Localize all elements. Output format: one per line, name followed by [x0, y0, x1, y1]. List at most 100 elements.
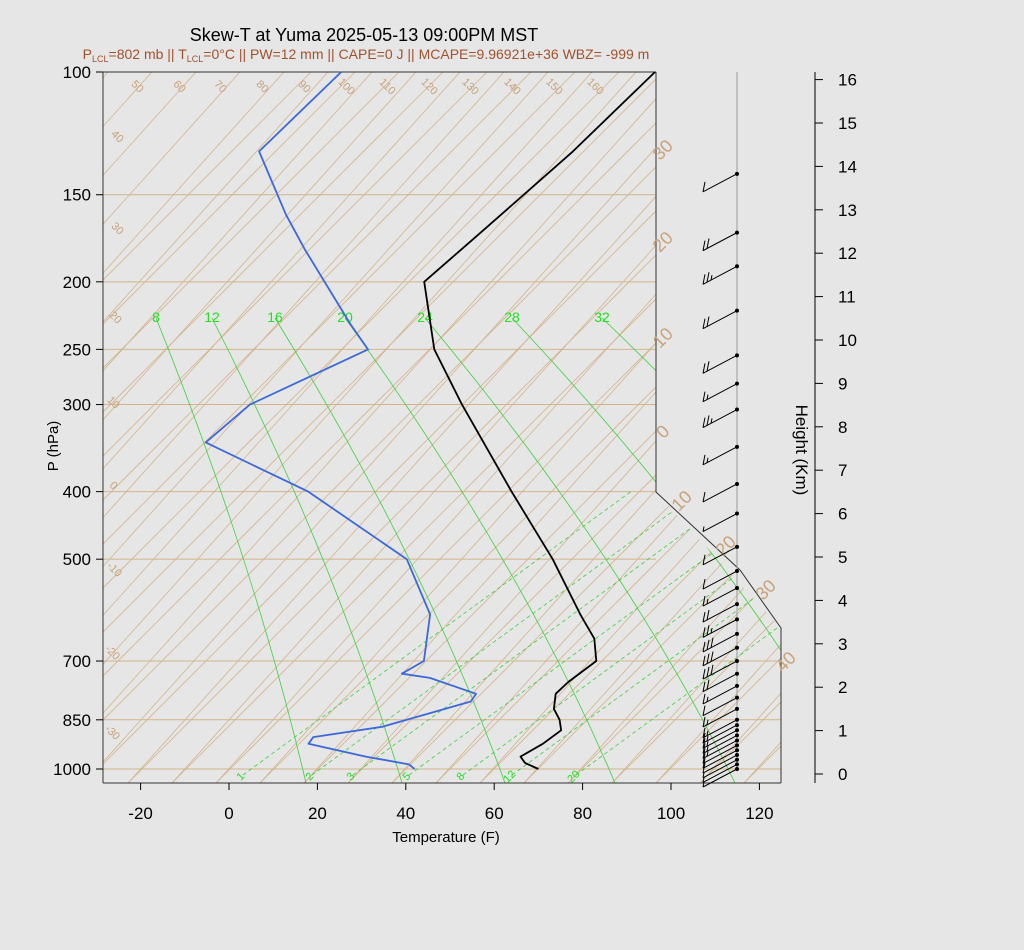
barb-point — [735, 544, 739, 549]
wind-barb-flag — [702, 705, 706, 716]
x-axis-label: Temperature (F) — [392, 829, 500, 846]
wind-barb-flag — [702, 391, 706, 402]
wind-barb-flag — [702, 641, 706, 653]
isotherm-line — [876, 72, 1024, 783]
wind-barb — [702, 754, 738, 774]
wind-barb — [702, 265, 738, 285]
barb-point — [735, 757, 739, 762]
wind-barb-flag — [702, 181, 706, 192]
isotherm-line — [655, 657, 781, 783]
y-tick-label: 400 — [63, 483, 91, 502]
y-tick-label: 100 — [63, 63, 91, 82]
isotherm-line — [103, 72, 708, 677]
wind-barb — [702, 647, 738, 667]
wind-barb-flag — [706, 272, 710, 283]
wind-barb — [702, 546, 738, 566]
height-tick-label: 12 — [838, 244, 857, 263]
y-tick-label: 500 — [63, 550, 91, 569]
barb-point — [735, 511, 739, 516]
dry-adiabat-line — [523, 496, 781, 783]
moist-adiabat-curve — [344, 317, 616, 783]
wind-barb — [702, 633, 738, 653]
barb-point — [735, 645, 739, 650]
subtitle-t-sub: LCL — [187, 54, 204, 64]
dry-adiabat-line — [103, 72, 549, 568]
x-tick-label: 80 — [573, 804, 592, 823]
barb-point — [735, 617, 739, 622]
barb-point — [735, 586, 739, 591]
wind-barb — [702, 740, 738, 759]
isotherm-line — [103, 72, 752, 721]
wind-barb-flag — [702, 733, 706, 744]
wind-barb-flag — [706, 751, 709, 757]
height-tick-label: 5 — [838, 548, 847, 567]
isotherm-line — [103, 72, 356, 325]
y-tick-label: 150 — [63, 186, 91, 205]
wind-barb — [702, 708, 738, 728]
wind-barb — [702, 310, 738, 330]
wind-barb-flag — [702, 716, 706, 728]
y-tick-label: 1000 — [53, 760, 91, 779]
wind-barb — [702, 744, 738, 764]
isotherm-line — [832, 72, 1024, 783]
wind-barb-flag — [706, 719, 709, 725]
plot-right-boundary — [655, 72, 782, 783]
barb-point — [735, 762, 739, 767]
wind-barb-flag — [706, 746, 709, 752]
x-tick-label: 100 — [657, 804, 685, 823]
dry-adiabat-line — [567, 545, 781, 783]
dry-adiabat-line — [103, 72, 373, 372]
sounding-series — [204, 71, 656, 770]
isotherm-line — [743, 745, 781, 783]
wind-barb-flag — [706, 730, 709, 736]
subtitle-p-sub: LCL — [92, 54, 109, 64]
isotherm-line — [567, 569, 781, 783]
wind-barb — [702, 763, 738, 783]
barb-point — [735, 569, 739, 574]
chart-subtitle: PLCL=802 mb || TLCL=0°C || PW=12 mm || C… — [83, 46, 650, 64]
mask-region — [656, 72, 781, 783]
wind-barb-flag — [706, 679, 710, 690]
barb-point — [735, 683, 739, 688]
y-tick-label: 850 — [63, 711, 91, 730]
dry-adiabat-line — [103, 72, 329, 323]
wind-barb — [702, 768, 738, 788]
wind-barb-flag — [710, 637, 714, 648]
wind-barb-flag — [706, 666, 710, 678]
isotherm-line — [103, 72, 532, 501]
barb-point — [735, 481, 739, 486]
wind-barb-flag — [706, 653, 710, 664]
wind-barb-flag — [702, 417, 706, 428]
wind-barb-flag — [702, 772, 705, 778]
barb-point — [735, 706, 739, 711]
wind-barb — [702, 673, 738, 693]
height-tick-label: 4 — [838, 591, 847, 610]
dry-adiabat-line — [259, 203, 781, 783]
dry-adiabat-line — [103, 72, 725, 763]
moist-adiabat-curve — [511, 317, 781, 652]
wind-barbs — [702, 72, 739, 788]
wind-barb-flag — [706, 316, 710, 327]
wind-barb — [702, 685, 738, 705]
mixing-ratio-line — [242, 489, 634, 776]
barb-point — [735, 717, 739, 722]
isotherm-line — [788, 72, 1024, 783]
isotherm-line — [103, 72, 576, 545]
height-tick-label: 0 — [838, 765, 847, 784]
barb-point — [735, 743, 739, 748]
dry-adiabat-line — [103, 72, 681, 714]
barb-point — [735, 659, 739, 664]
x-tick-label: -20 — [128, 804, 153, 823]
wind-barb — [702, 697, 738, 717]
wind-barb-flag — [702, 655, 706, 666]
wind-barb — [702, 724, 738, 744]
isotherm-line — [103, 72, 488, 457]
dry-adiabat-line — [655, 643, 781, 783]
dry-adiabat-line — [743, 741, 781, 783]
height-tick-label: 14 — [838, 157, 857, 176]
dry-adiabat-line — [303, 252, 781, 783]
wind-barb-flag — [702, 318, 706, 329]
temperature-line — [423, 71, 656, 770]
isotherm-line — [964, 72, 1024, 783]
